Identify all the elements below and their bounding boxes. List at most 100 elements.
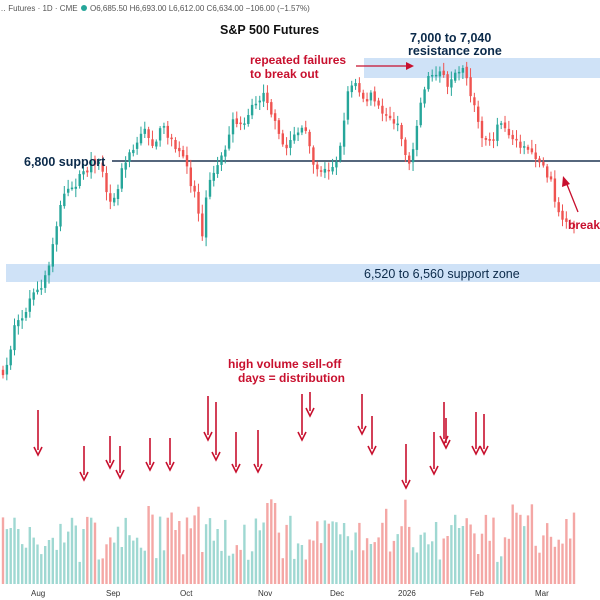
distribution-arrow-head bbox=[211, 451, 221, 462]
support-zone bbox=[6, 264, 600, 282]
breakdown-label: break bbox=[568, 218, 600, 232]
candle-body bbox=[67, 188, 70, 193]
candle-body bbox=[78, 174, 81, 186]
volume-bar bbox=[21, 544, 24, 584]
distribution-arrow-head bbox=[305, 407, 315, 418]
volume-bar bbox=[243, 524, 246, 584]
volume-bar bbox=[557, 539, 560, 584]
candle-body bbox=[227, 134, 231, 149]
volume-bar bbox=[109, 537, 112, 584]
volume-bar bbox=[193, 515, 196, 584]
volume-bar bbox=[17, 529, 20, 584]
volume-bar bbox=[484, 514, 488, 584]
candle-body bbox=[365, 99, 369, 102]
status-dot bbox=[81, 5, 87, 11]
volume-bar bbox=[273, 503, 277, 584]
volume-bar bbox=[185, 517, 189, 584]
candle-body bbox=[469, 77, 472, 97]
candle-body bbox=[158, 128, 162, 141]
candle-body bbox=[542, 162, 545, 166]
candle-body bbox=[235, 118, 238, 124]
volume-bar bbox=[377, 537, 380, 584]
x-tick-label: Mar bbox=[535, 589, 549, 598]
volume-bar bbox=[270, 499, 273, 584]
volume-bar bbox=[396, 534, 399, 584]
candle-body bbox=[427, 76, 430, 90]
candle-body bbox=[178, 147, 181, 152]
candle-body bbox=[113, 197, 116, 203]
candle-body bbox=[530, 148, 534, 153]
volume-bar bbox=[132, 540, 135, 584]
candle-body bbox=[281, 133, 284, 145]
candle-body bbox=[105, 173, 108, 193]
breakdown-arrow-head bbox=[562, 176, 570, 187]
candle-body bbox=[392, 119, 396, 124]
candle-body bbox=[369, 92, 373, 101]
candle-body bbox=[385, 114, 388, 116]
candle-body bbox=[492, 139, 495, 141]
distribution-arrow-head bbox=[105, 459, 115, 470]
volume-bar bbox=[32, 537, 35, 584]
volume-bar bbox=[496, 561, 499, 584]
volume-bar bbox=[561, 543, 564, 584]
candle-body bbox=[120, 168, 123, 189]
volume-bar bbox=[239, 549, 242, 584]
candle-body bbox=[400, 125, 403, 140]
candle-body bbox=[534, 152, 537, 159]
candle-body bbox=[86, 170, 89, 173]
candle-body bbox=[40, 288, 43, 290]
volume-bar bbox=[86, 516, 89, 584]
candle-body bbox=[312, 147, 315, 165]
volume-bar bbox=[411, 547, 415, 584]
volume-bar bbox=[1, 517, 5, 584]
candle-body bbox=[93, 158, 97, 165]
candle-body bbox=[28, 298, 31, 312]
volume-bar bbox=[530, 504, 534, 584]
volume-bar bbox=[331, 521, 334, 584]
volume-bar bbox=[327, 523, 330, 584]
volume-bar bbox=[296, 543, 300, 584]
resistance-zone-label-1: 7,000 to 7,040 bbox=[410, 31, 491, 45]
candle-body bbox=[342, 120, 346, 147]
volume-bar bbox=[388, 551, 392, 584]
candle-body bbox=[538, 158, 541, 163]
candle-body bbox=[166, 125, 169, 138]
candle-body bbox=[446, 74, 449, 87]
volume-bar bbox=[457, 528, 461, 584]
candle-body bbox=[480, 120, 484, 139]
volume-bar bbox=[44, 546, 47, 584]
volume-bar bbox=[189, 528, 192, 584]
candle-body bbox=[247, 115, 250, 124]
volume-bar bbox=[427, 544, 430, 584]
distribution-arrow-head bbox=[115, 469, 125, 480]
candle-body bbox=[59, 205, 62, 227]
volume-bar bbox=[342, 523, 346, 584]
candle-body bbox=[74, 186, 77, 189]
support-zone-label: 6,520 to 6,560 support zone bbox=[364, 267, 520, 281]
volume-bar bbox=[178, 521, 181, 584]
repeated-failures-label-1: repeated failures bbox=[250, 53, 346, 67]
support-line-label: 6,800 support bbox=[24, 155, 106, 169]
distribution-arrow-head bbox=[429, 465, 439, 476]
candle-body bbox=[47, 265, 51, 276]
volume-bar bbox=[293, 558, 296, 584]
volume-bar bbox=[465, 518, 468, 584]
candle-body bbox=[507, 128, 511, 136]
volume-bar bbox=[500, 556, 503, 584]
candle-body bbox=[500, 123, 503, 125]
volume-bar bbox=[300, 545, 304, 584]
volume-bar bbox=[285, 524, 288, 584]
volume-bar bbox=[24, 547, 28, 584]
candle-body bbox=[32, 292, 35, 300]
candle-body bbox=[319, 170, 323, 172]
candle-body bbox=[442, 70, 445, 75]
candle-body bbox=[404, 139, 407, 155]
candle-body bbox=[316, 164, 319, 170]
volume-bar bbox=[381, 522, 384, 584]
candle-body bbox=[293, 134, 296, 141]
candle-body bbox=[128, 152, 131, 162]
x-tick-label: Feb bbox=[470, 589, 484, 598]
volume-bar bbox=[415, 552, 419, 584]
candle-body bbox=[135, 142, 139, 149]
volume-bar bbox=[254, 518, 258, 584]
